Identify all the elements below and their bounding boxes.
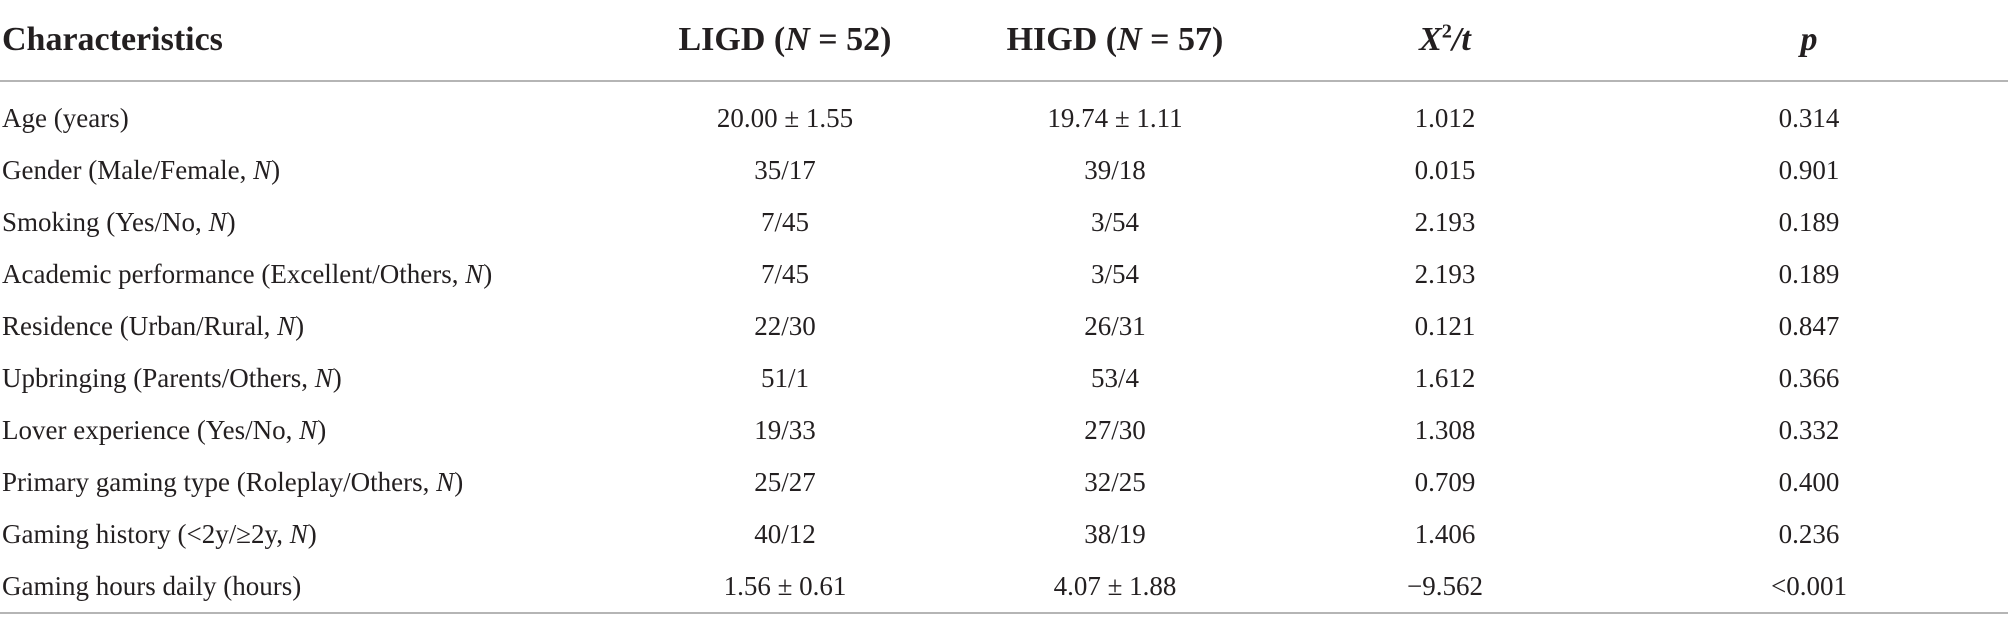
table-row: Gaming hours daily (hours) 1.56 ± 0.61 4… xyxy=(0,560,2008,614)
p-value: 0.366 xyxy=(1778,362,1840,393)
row-label: Upbringing (Parents/Others, N) xyxy=(2,362,342,393)
ligd-value: 19/33 xyxy=(754,414,816,445)
table-row: Lover experience (Yes/No, N) 19/33 27/30… xyxy=(0,404,2008,456)
table-row: Gender (Male/Female, N) 35/17 39/18 0.01… xyxy=(0,144,2008,196)
row-label: Primary gaming type (Roleplay/Others, N) xyxy=(2,466,464,497)
ligd-value: 25/27 xyxy=(754,466,816,497)
ligd-value: 35/17 xyxy=(754,154,816,185)
table-header-row: Characteristics LIGD (N = 52) HIGD (N = … xyxy=(0,0,2008,82)
table-row: Gaming history (<2y/≥2y, N) 40/12 38/19 … xyxy=(0,508,2008,560)
header-characteristics: Characteristics xyxy=(0,0,620,82)
table-row: Age (years) 20.00 ± 1.55 19.74 ± 1.11 1.… xyxy=(0,92,2008,144)
higd-value: 39/18 xyxy=(1084,154,1146,185)
row-label: Gender (Male/Female, N) xyxy=(2,154,281,185)
higd-value: 32/25 xyxy=(1084,466,1146,497)
stat-value: 0.121 xyxy=(1414,310,1476,341)
row-label: Age (years) xyxy=(2,102,129,133)
p-value: 0.314 xyxy=(1778,102,1840,133)
table-row: Academic performance (Excellent/Others, … xyxy=(0,248,2008,300)
p-value: <0.001 xyxy=(1610,560,2008,614)
stat-value: 1.612 xyxy=(1414,362,1476,393)
table-row: Primary gaming type (Roleplay/Others, N)… xyxy=(0,456,2008,508)
row-label: Residence (Urban/Rural, N) xyxy=(2,310,305,341)
row-label: Gaming hours daily (hours) xyxy=(0,560,620,614)
ligd-value: 1.56 ± 0.61 xyxy=(620,560,950,614)
stat-value: 1.308 xyxy=(1414,414,1476,445)
row-label: Gaming history (<2y/≥2y, N) xyxy=(2,518,317,549)
p-value: 0.189 xyxy=(1778,206,1840,237)
ligd-value: 7/45 xyxy=(760,206,809,237)
stat-value: 1.012 xyxy=(1414,102,1476,133)
stat-value: 2.193 xyxy=(1414,206,1476,237)
p-value: 0.847 xyxy=(1778,310,1840,341)
header-ligd: LIGD (N = 52) xyxy=(620,0,950,82)
stat-value: 2.193 xyxy=(1414,258,1476,289)
ligd-value: 40/12 xyxy=(754,518,816,549)
row-label: Smoking (Yes/No, N) xyxy=(2,206,236,237)
higd-value: 53/4 xyxy=(1090,362,1139,393)
ligd-value: 51/1 xyxy=(760,362,809,393)
header-statistic: X2/t xyxy=(1280,0,1610,82)
header-higd: HIGD (N = 57) xyxy=(950,0,1280,82)
p-value: 0.400 xyxy=(1778,466,1840,497)
p-value: 0.332 xyxy=(1778,414,1840,445)
higd-value: 4.07 ± 1.88 xyxy=(950,560,1280,614)
stat-value: 0.015 xyxy=(1414,154,1476,185)
table-row: Residence (Urban/Rural, N) 22/30 26/31 0… xyxy=(0,300,2008,352)
characteristics-table: Characteristics LIGD (N = 52) HIGD (N = … xyxy=(0,0,2008,614)
p-value: 0.901 xyxy=(1778,154,1840,185)
p-value: 0.236 xyxy=(1778,518,1840,549)
p-value: 0.189 xyxy=(1778,258,1840,289)
higd-value: 27/30 xyxy=(1084,414,1146,445)
stat-value: 1.406 xyxy=(1414,518,1476,549)
table-row: Upbringing (Parents/Others, N) 51/1 53/4… xyxy=(0,352,2008,404)
row-label: Lover experience (Yes/No, N) xyxy=(2,414,327,445)
ligd-value: 22/30 xyxy=(754,310,816,341)
higd-value: 3/54 xyxy=(1090,206,1139,237)
ligd-value: 20.00 ± 1.55 xyxy=(716,102,854,133)
higd-value: 19.74 ± 1.11 xyxy=(1047,102,1183,133)
table-row: Smoking (Yes/No, N) 7/45 3/54 2.193 0.18… xyxy=(0,196,2008,248)
stat-value: −9.562 xyxy=(1280,560,1610,614)
row-label: Academic performance (Excellent/Others, … xyxy=(2,258,493,289)
stat-value: 0.709 xyxy=(1414,466,1476,497)
characteristics-table-container: Characteristics LIGD (N = 52) HIGD (N = … xyxy=(0,0,2008,614)
ligd-value: 7/45 xyxy=(760,258,809,289)
higd-value: 38/19 xyxy=(1084,518,1146,549)
higd-value: 26/31 xyxy=(1084,310,1146,341)
spacer-row xyxy=(0,81,2008,92)
higd-value: 3/54 xyxy=(1090,258,1139,289)
header-p-value: p xyxy=(1610,0,2008,82)
